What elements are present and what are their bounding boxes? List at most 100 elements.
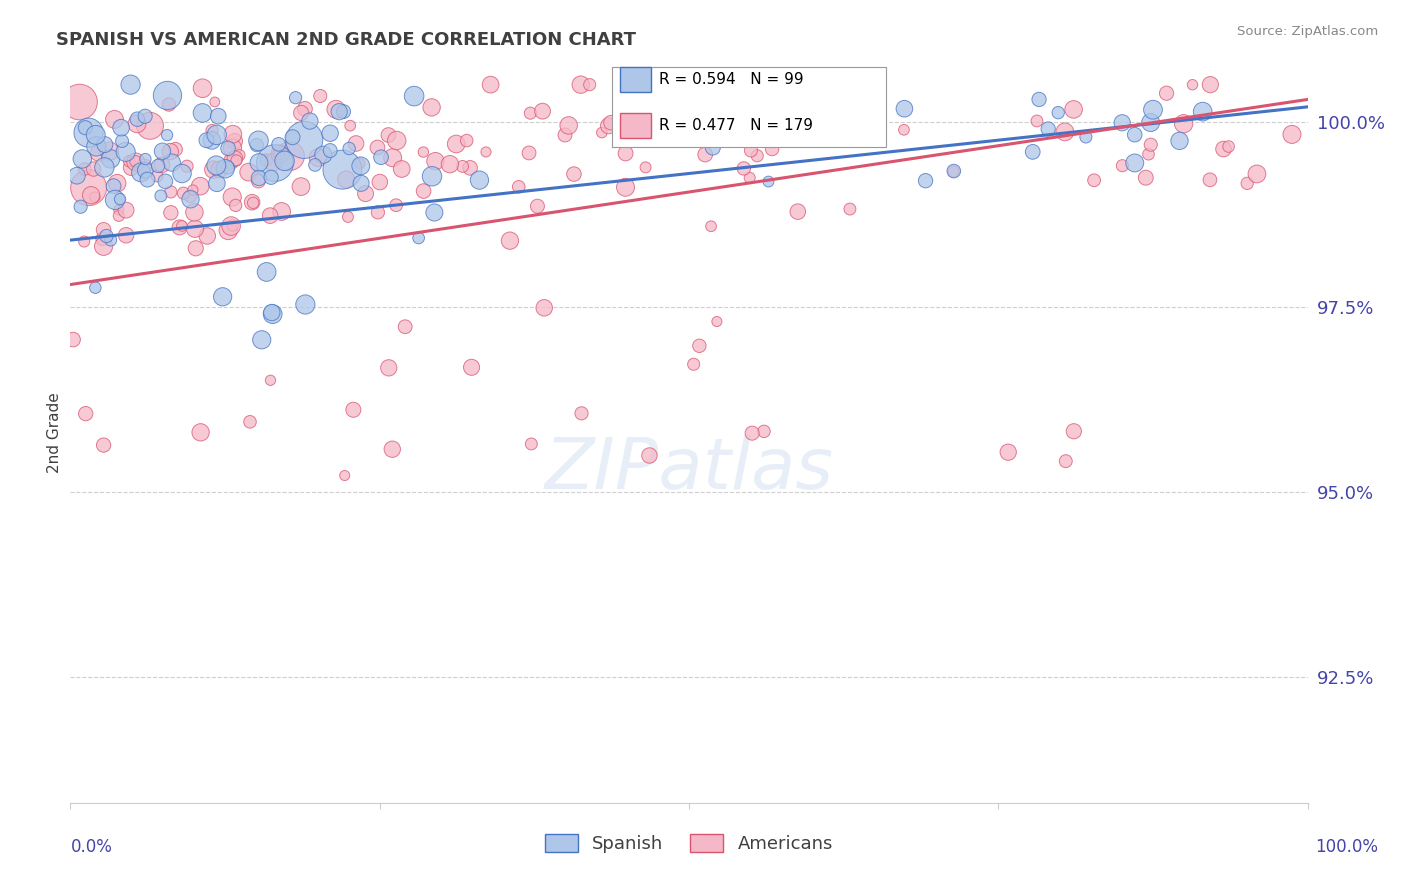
Point (312, 147, 335, 161)
Point (893, 102, 915, 116)
Point (1218, 139, 1240, 153)
Point (87, 146, 110, 161)
Point (267, 146, 290, 161)
Text: R = 0.477   N = 179: R = 0.477 N = 179 (659, 119, 814, 133)
Point (190, 425, 212, 440)
Point (62, 333, 84, 347)
Point (205, 176, 228, 190)
Point (273, 153, 295, 168)
Point (381, 151, 404, 165)
Point (1199, 173, 1222, 187)
Point (115, 228, 138, 243)
Point (179, 189, 201, 203)
Point (105, 176, 128, 190)
Point (250, 333, 273, 347)
Point (75, 120, 97, 135)
Point (391, 161, 413, 176)
Point (744, 131, 766, 145)
Point (104, 193, 127, 207)
Point (852, 112, 875, 127)
Point (179, 192, 201, 206)
Point (191, 81, 214, 95)
Point (1111, 116, 1133, 130)
Point (93, 161, 115, 175)
Point (107, 202, 129, 217)
Point (84, 281, 107, 295)
Point (420, 100, 443, 114)
Point (1142, 103, 1164, 117)
Point (451, 160, 474, 174)
Point (259, 209, 281, 223)
Point (77, 180, 100, 194)
Point (370, 150, 392, 164)
Point (214, 161, 236, 176)
Point (159, 145, 181, 159)
Point (240, 195, 263, 210)
Point (188, 179, 211, 194)
Text: ZIPatlas: ZIPatlas (544, 435, 834, 504)
Point (520, 437, 543, 451)
Point (412, 184, 434, 198)
Point (533, 301, 555, 315)
Point (368, 175, 391, 189)
Y-axis label: 2nd Grade: 2nd Grade (46, 392, 62, 473)
Point (456, 134, 478, 148)
Point (366, 140, 388, 154)
Point (96, 229, 118, 244)
Point (1139, 137, 1161, 152)
Point (1139, 115, 1161, 129)
Point (208, 162, 231, 177)
Legend: Spanish, Americans: Spanish, Americans (538, 827, 839, 861)
Point (367, 205, 389, 219)
Point (554, 128, 576, 142)
Point (125, 155, 148, 169)
Point (342, 402, 364, 417)
Point (219, 154, 242, 169)
Point (682, 357, 704, 371)
Point (569, 78, 592, 92)
Point (217, 161, 239, 175)
Point (838, 202, 860, 216)
Point (741, 426, 763, 441)
Point (335, 172, 357, 186)
Point (1168, 134, 1191, 148)
Point (1053, 125, 1076, 139)
Point (290, 179, 312, 194)
Point (211, 290, 233, 304)
Point (73, 235, 96, 249)
Point (1063, 424, 1085, 438)
Point (378, 360, 401, 375)
Point (259, 373, 281, 387)
Point (439, 157, 461, 171)
Point (134, 160, 156, 174)
Point (83, 162, 105, 177)
Point (242, 195, 264, 210)
Point (319, 144, 342, 158)
Point (124, 154, 146, 169)
Point (499, 234, 522, 248)
Point (159, 185, 181, 199)
Point (111, 134, 134, 148)
Point (262, 155, 284, 169)
Point (98, 144, 121, 158)
Point (747, 149, 769, 163)
Point (247, 171, 270, 186)
Point (638, 449, 661, 463)
Point (281, 130, 304, 145)
Point (479, 78, 502, 92)
Point (423, 205, 446, 219)
Point (169, 220, 191, 235)
Point (204, 95, 226, 109)
Point (84, 128, 107, 142)
Text: R = 0.594   N = 99: R = 0.594 N = 99 (659, 72, 804, 87)
Point (202, 162, 225, 177)
Point (107, 209, 129, 223)
Point (83, 190, 105, 204)
Point (408, 231, 430, 245)
Point (201, 123, 224, 137)
Point (706, 314, 728, 328)
Point (262, 307, 284, 321)
Point (1074, 130, 1097, 145)
Point (997, 445, 1019, 459)
Point (114, 145, 136, 159)
